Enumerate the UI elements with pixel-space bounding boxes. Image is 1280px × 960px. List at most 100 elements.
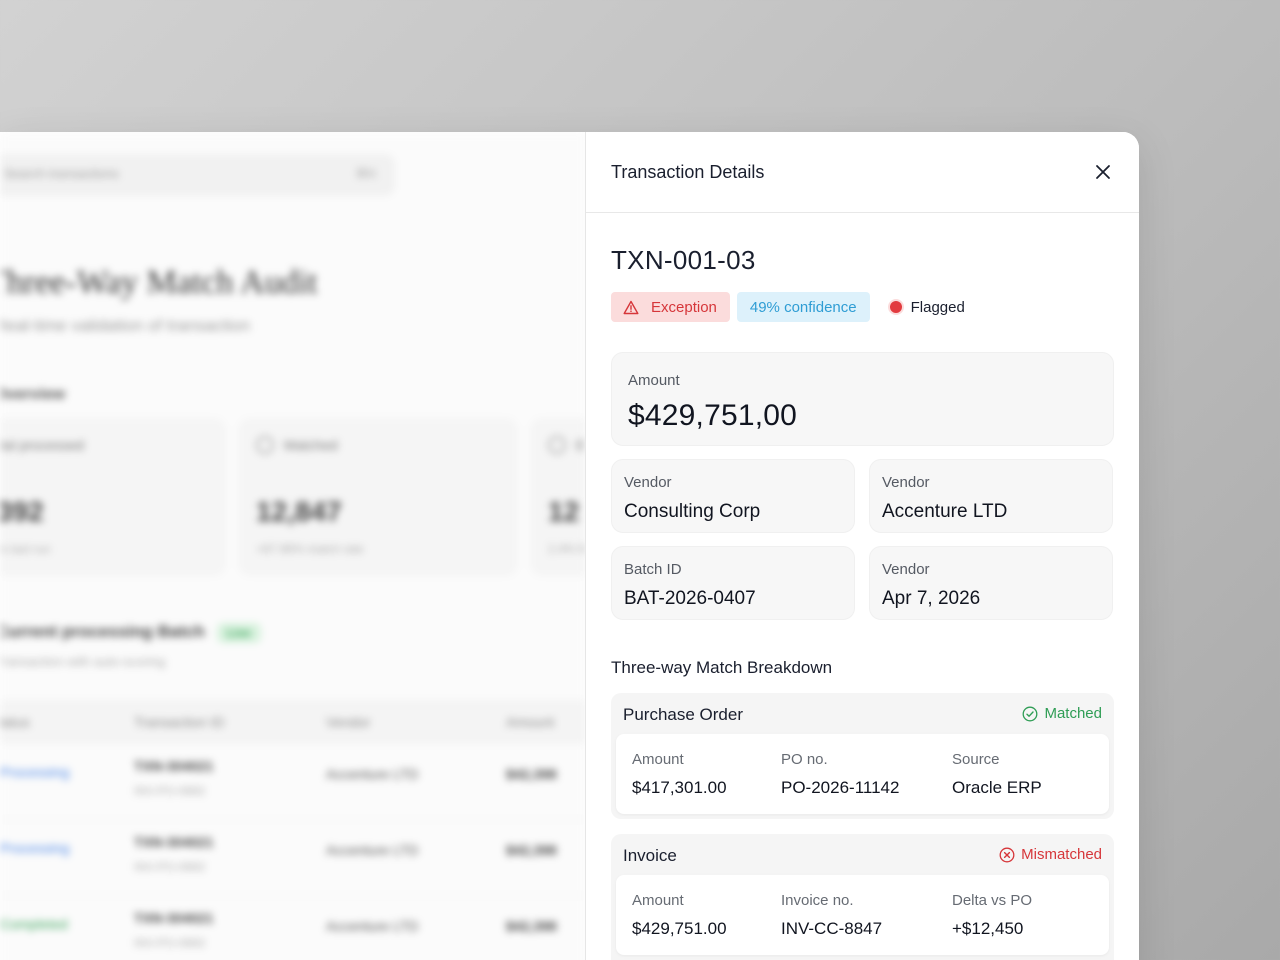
amount-label: Amount <box>628 372 680 389</box>
field-value: $417,301.00 <box>632 778 727 797</box>
batch-title: Current processing Batch <box>0 622 205 641</box>
stat-value: 12,847 <box>256 496 342 527</box>
field-label: PO no. <box>781 751 828 768</box>
app-window: Search transactions ⌘K Three-Way Match A… <box>0 132 1139 960</box>
field-value: Oracle ERP <box>952 778 1042 797</box>
field-value: $429,751.00 <box>632 919 727 938</box>
field-value: PO-2026-11142 <box>781 778 900 797</box>
field-po-number: PO no. PO-2026-11142 <box>781 751 899 798</box>
check-circle-icon <box>1023 706 1038 721</box>
batch-subtitle: Transaction with auto-scoring <box>0 654 166 669</box>
info-label: Vendor <box>882 474 930 491</box>
field-label: Delta vs PO <box>952 892 1033 909</box>
field-invoice-number: Invoice no. INV-CC-8847 <box>781 892 882 939</box>
flag-status: Flagged <box>889 298 965 316</box>
column-header: Transaction ID <box>134 714 225 730</box>
transaction-id-heading: TXN-001-03 <box>611 245 756 275</box>
transaction-id: TXN-304021 <box>134 834 214 850</box>
stat-note: +4.8% vs last run <box>0 542 51 556</box>
vendor-cell: Accenture LTD <box>326 842 419 858</box>
field-label: Invoice no. <box>781 892 854 909</box>
amount-cell: $42,398 <box>506 918 557 934</box>
stat-label: Exceptions <box>576 437 586 453</box>
background-page: Search transactions ⌘K Three-Way Match A… <box>0 132 586 960</box>
status-label: Mismatched <box>1021 846 1102 863</box>
stat-value: 12 <box>548 496 580 527</box>
date-card: Vendor Apr 7, 2026 <box>869 546 1113 620</box>
table-row[interactable]: Completed TXN-304021 INV-PO-0892 Accentu… <box>0 896 586 960</box>
exception-label: Exception <box>651 298 717 316</box>
page-subtitle: Real-time validation of transaction <box>0 316 251 335</box>
transaction-id: TXN-304021 <box>134 758 214 774</box>
status-text: Completed <box>0 916 68 932</box>
match-block-title: Invoice <box>623 846 677 865</box>
status-text: Processing <box>0 840 70 856</box>
vendor-cell: Accenture LTD <box>326 918 419 934</box>
search-bar[interactable]: Search transactions ⌘K <box>0 154 395 196</box>
mismatched-status: Mismatched <box>999 846 1102 863</box>
stat-card: Matched 12,847 +87.96% match rate <box>238 418 518 576</box>
status-label: Matched <box>1044 705 1102 722</box>
purchase-order-block: Purchase Order Matched Amount $417,301.0… <box>611 693 1114 819</box>
transaction-ref: INV-PO-0892 <box>134 936 206 950</box>
panel-title: Transaction Details <box>611 162 765 182</box>
stat-card: Exceptions 12 2.4% flagged <box>530 418 586 576</box>
amount-cell: $42,398 <box>506 842 557 858</box>
info-label: Vendor <box>882 561 930 578</box>
vendor-card: Vendor Consulting Corp <box>611 459 855 533</box>
vendor-cell: Accenture LTD <box>326 766 419 782</box>
status-badges: Exception 49% confidence Flagged <box>611 292 965 322</box>
search-shortcut: ⌘K <box>355 166 377 181</box>
page-title: Three-Way Match Audit <box>0 264 318 301</box>
info-value: Accenture LTD <box>882 501 1008 522</box>
section-label: Overview <box>0 386 66 403</box>
check-circle-icon <box>256 436 274 454</box>
x-circle-icon <box>999 847 1015 862</box>
warning-triangle-icon <box>548 436 566 454</box>
info-value: Consulting Corp <box>624 501 761 522</box>
search-placeholder: Search transactions <box>4 166 119 181</box>
column-header: Amount <box>506 714 555 730</box>
transaction-id: TXN-304021 <box>134 910 214 926</box>
transaction-details-panel: Transaction Details TXN-001-03 Exception… <box>585 132 1139 960</box>
exception-badge: Exception <box>611 292 730 322</box>
stat-note: +87.96% match rate <box>256 542 364 556</box>
field-value: INV-CC-8847 <box>781 919 883 938</box>
warning-triangle-icon <box>623 300 639 314</box>
field-label: Source <box>952 751 1000 768</box>
amount-value: $429,751,00 <box>628 399 798 432</box>
table-header: Status Transaction ID Vendor Amount <box>0 700 586 744</box>
transaction-ref: INV-PO-0892 <box>134 784 206 798</box>
close-icon <box>1096 165 1110 179</box>
field-amount: Amount $429,751.00 <box>632 892 727 939</box>
field-label: Amount <box>632 751 684 768</box>
field-amount: Amount $417,301.00 <box>632 751 727 798</box>
status-text: Processing <box>0 764 70 780</box>
info-value: BAT-2026-0407 <box>624 588 756 609</box>
column-header: Status <box>0 714 30 730</box>
table-row[interactable]: Processing TXN-304021 INV-PO-0892 Accent… <box>0 820 586 896</box>
field-source: Source Oracle ERP <box>952 751 1042 798</box>
column-header: Vendor <box>326 714 371 730</box>
flag-label: Flagged <box>910 298 965 316</box>
flag-dot-icon <box>889 301 902 313</box>
info-label: Vendor <box>624 474 672 491</box>
info-value: Apr 7, 2026 <box>882 588 981 609</box>
live-badge: Live <box>216 623 261 643</box>
stat-label: Total processed <box>0 437 85 453</box>
confidence-label: 49% confidence <box>749 298 857 316</box>
stat-value: 17,392 <box>0 496 44 527</box>
match-fields: Amount $429,751.00 Invoice no. INV-CC-88… <box>616 875 1109 955</box>
close-button[interactable] <box>1092 161 1114 183</box>
amount-card: Amount $429,751,00 <box>611 352 1114 446</box>
field-label: Amount <box>632 892 684 909</box>
info-label: Batch ID <box>624 561 682 578</box>
stat-card: Total processed 17,392 +4.8% vs last run <box>0 418 226 576</box>
transaction-ref: INV-PO-0892 <box>134 860 206 874</box>
breakdown-title: Three-way Match Breakdown <box>611 658 833 677</box>
match-fields: Amount $417,301.00 PO no. PO-2026-11142 … <box>616 734 1109 814</box>
table-row[interactable]: Processing TXN-304021 INV-PO-0892 Accent… <box>0 744 586 820</box>
batch-heading: Current processing Batch Live <box>0 622 261 643</box>
invoice-block: Invoice Mismatched Amount $429,751.00 In… <box>611 834 1114 960</box>
vendor-card: Vendor Accenture LTD <box>869 459 1113 533</box>
